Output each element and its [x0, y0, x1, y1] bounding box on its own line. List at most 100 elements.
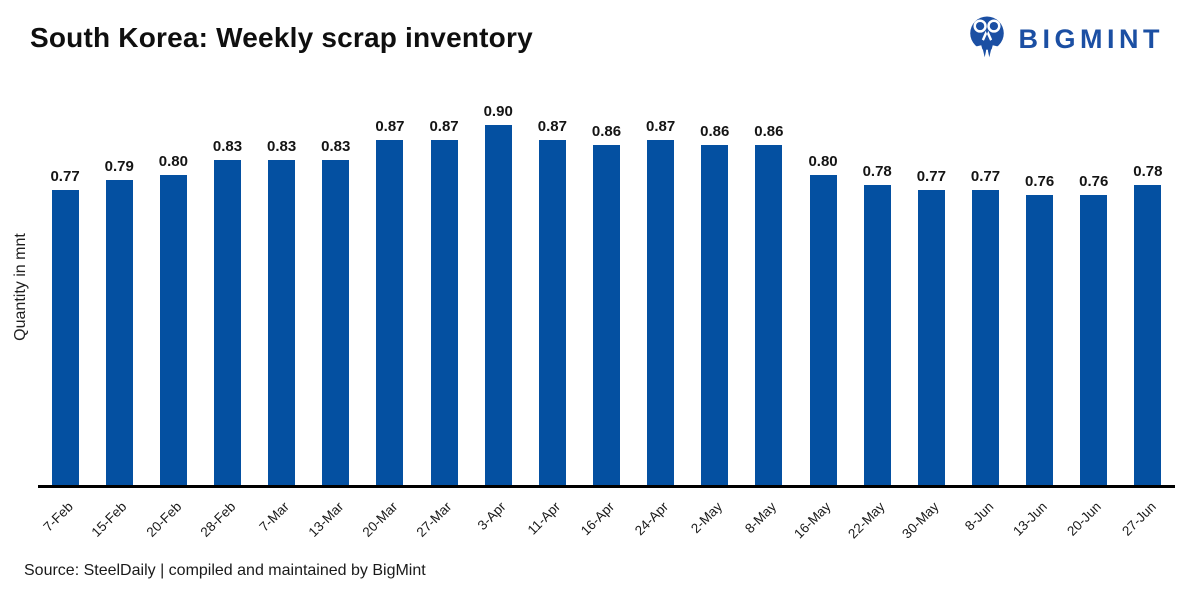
bar-column: 0.87 — [363, 118, 417, 485]
bar-value-label: 0.86 — [591, 123, 622, 140]
x-tick-label: 24-Apr — [631, 499, 672, 539]
x-tick-label: 27-Jun — [1118, 499, 1159, 539]
bar-column: 0.80 — [146, 153, 200, 485]
x-tick: 20-Jun — [1064, 492, 1121, 550]
bar-value-label: 0.76 — [1079, 173, 1109, 190]
bar-column: 0.86 — [742, 123, 796, 485]
x-tick: 30-May — [899, 492, 958, 550]
x-tick: 28-Feb — [197, 492, 254, 550]
x-tick-label: 3-Apr — [474, 499, 509, 533]
x-axis: 7-Feb 15-Feb 20-Feb 28-Feb 7-Mar 13-Mar 20-Mar… — [38, 492, 1175, 550]
x-tick: 16-Apr — [577, 492, 633, 550]
x-tick: 27-Jun — [1118, 492, 1175, 550]
x-tick: 3-Apr — [471, 492, 525, 550]
x-tick-label: 13-Jun — [1010, 499, 1051, 539]
x-tick-label: 20-Mar — [359, 499, 401, 540]
y-axis-label: Quantity in mnt — [12, 233, 29, 341]
x-tick: 7-Mar — [255, 492, 309, 550]
x-tick: 20-Mar — [359, 492, 417, 550]
bar-column: 0.77 — [958, 168, 1012, 485]
x-tick-label: 30-May — [899, 499, 942, 542]
bar — [213, 160, 241, 485]
bar — [1134, 185, 1162, 485]
x-tick: 16-May — [791, 492, 850, 550]
x-tick-label: 20-Jun — [1064, 499, 1105, 539]
x-tick: 2-May — [688, 492, 742, 550]
bar-column: 0.77 — [38, 168, 92, 485]
bar — [863, 185, 891, 485]
bar — [1026, 195, 1054, 485]
bar — [755, 145, 783, 485]
bigmint-monogram-icon — [969, 16, 1004, 58]
x-tick: 27-Mar — [413, 492, 471, 550]
x-tick: 22-May — [845, 492, 904, 550]
bar — [322, 160, 350, 485]
bar — [971, 190, 999, 485]
bar-column: 0.83 — [309, 138, 363, 485]
x-tick-label: 20-Feb — [143, 499, 184, 540]
x-tick: 8-May — [742, 492, 796, 550]
bigmint-logo: BIGMINT — [964, 12, 1165, 66]
x-tick: 11-Apr — [524, 492, 579, 550]
bar-value-label: 0.77 — [970, 168, 1001, 185]
bar-value-label: 0.83 — [267, 138, 297, 155]
x-tick: 13-Jun — [1010, 492, 1067, 550]
x-tick: 24-Apr — [631, 492, 688, 550]
x-tick-label: 15-Feb — [88, 499, 130, 540]
bar-column: 0.79 — [92, 158, 146, 485]
bar-value-label: 0.87 — [646, 118, 676, 135]
bar-value-label: 0.87 — [537, 118, 567, 135]
bar-value-label: 0.90 — [483, 103, 513, 120]
bigmint-logo-text: BIGMINT — [1018, 23, 1164, 54]
x-tick: 7-Feb — [38, 492, 92, 550]
bar-column: 0.87 — [525, 118, 579, 485]
x-tick-label: 11-Apr — [524, 499, 563, 538]
bar-value-label: 0.78 — [1133, 163, 1163, 180]
x-tick-label: 13-Mar — [305, 499, 347, 540]
plot-area: 0.77 0.79 0.80 0.83 0.83 0.83 0.87 0.87 0.90 0.87… — [38, 85, 1175, 488]
bar — [647, 140, 675, 485]
bar-value-label: 0.77 — [916, 168, 946, 185]
bar-value-label: 0.77 — [50, 168, 80, 185]
chart-title: South Korea: Weekly scrap inventory — [30, 22, 533, 53]
x-tick-label: 2-May — [688, 499, 726, 537]
bar-value-label: 0.83 — [212, 138, 243, 155]
x-tick-label: 27-Mar — [413, 499, 455, 540]
x-tick-label: 16-Apr — [577, 499, 618, 539]
bar-value-label: 0.80 — [808, 153, 838, 170]
bar — [105, 180, 133, 485]
x-tick-label: 7-Feb — [40, 499, 76, 535]
x-tick-label: 8-May — [742, 499, 780, 537]
x-tick: 8-Jun — [958, 492, 1012, 550]
bar — [809, 175, 837, 485]
bar-column: 0.78 — [850, 163, 904, 485]
bar-column: 0.76 — [1013, 173, 1067, 485]
x-tick-label: 8-Jun — [961, 499, 997, 534]
bar-column: 0.86 — [579, 123, 633, 485]
bar-column: 0.76 — [1067, 173, 1121, 485]
x-tick: 20-Feb — [143, 492, 200, 550]
bar-column: 0.87 — [634, 118, 688, 485]
bar — [268, 160, 296, 485]
bar — [701, 145, 729, 485]
bar — [538, 140, 566, 485]
bar — [51, 190, 79, 485]
bar-column: 0.83 — [255, 138, 309, 485]
x-tick-label: 22-May — [845, 499, 888, 542]
bar-column: 0.87 — [417, 118, 471, 485]
x-tick-label: 7-Mar — [256, 499, 293, 535]
bar-value-label: 0.79 — [104, 158, 134, 175]
bar — [484, 125, 512, 485]
bar-value-label: 0.78 — [862, 163, 892, 180]
bar-value-label: 0.80 — [158, 153, 188, 170]
bar-value-label: 0.87 — [429, 118, 459, 135]
bar-value-label: 0.83 — [321, 138, 351, 155]
x-tick-label: 28-Feb — [197, 499, 239, 540]
source-note: Source: SteelDaily | compiled and mainta… — [24, 562, 426, 579]
bar — [592, 145, 620, 485]
bar — [159, 175, 187, 485]
bar — [376, 140, 404, 485]
x-tick: 13-Mar — [305, 492, 363, 550]
bar — [1080, 195, 1108, 485]
bar-column: 0.83 — [200, 138, 254, 485]
